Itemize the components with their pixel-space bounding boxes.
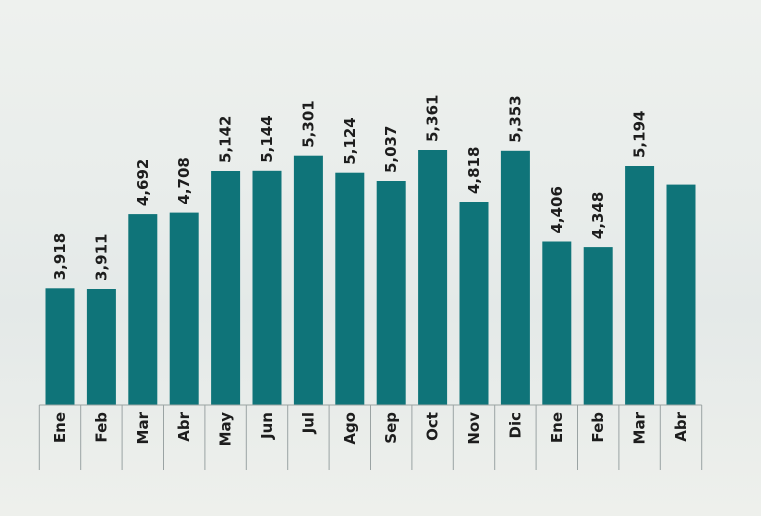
value-label-3: 4,708: [175, 157, 193, 204]
x-tick-label-13: Feb: [589, 412, 607, 443]
value-label-13: 4,348: [589, 192, 607, 239]
x-tick-label-5: Jun: [258, 412, 276, 440]
bar-15: [666, 184, 696, 405]
value-label-11: 5,353: [506, 95, 524, 142]
x-tick-label-0: Ene: [51, 412, 69, 443]
value-label-9: 5,361: [424, 95, 442, 142]
x-axis: [38, 404, 703, 470]
value-label-10: 4,818: [465, 147, 483, 194]
x-tick-labels-group: Ene Feb Mar Abr May Jun Jul Ago Sep Oct Nov Dic Ene F…: [51, 411, 690, 446]
x-tick-label-9: Oct: [424, 412, 442, 441]
bar-11: [500, 150, 530, 405]
value-label-1: 3,911: [92, 233, 110, 280]
x-tick-label-4: May: [217, 412, 235, 447]
bar-2: [128, 214, 158, 405]
x-tick-label-11: Dic: [506, 412, 524, 438]
x-tick-label-3: Abr: [175, 411, 193, 441]
bar-9: [418, 150, 448, 405]
x-tick-label-1: Feb: [92, 412, 110, 443]
value-label-5: 5,144: [258, 115, 276, 162]
x-tick-label-7: Ago: [341, 412, 359, 445]
bar-10: [459, 202, 489, 405]
value-labels-group: 3,918 3,911 4,692 4,708 5,142 5,144 5,301 5,124…: [51, 95, 649, 281]
x-tick-label-15: Abr: [672, 411, 690, 441]
bar-7: [335, 172, 365, 405]
bar-4: [211, 171, 241, 405]
x-tick-label-14: Mar: [631, 411, 649, 444]
bars-group: [45, 150, 696, 405]
value-label-2: 4,692: [134, 159, 152, 206]
value-label-6: 5,301: [299, 100, 317, 147]
value-label-12: 4,406: [548, 186, 566, 233]
x-tick-label-8: Sep: [382, 412, 400, 444]
bar-0: [45, 288, 75, 405]
value-label-4: 5,142: [217, 116, 235, 163]
bar-13: [583, 247, 613, 405]
x-tick-label-6: Jul: [299, 412, 317, 434]
bar-12: [542, 241, 572, 405]
value-label-14: 5,194: [631, 111, 649, 158]
x-tick-label-12: Ene: [548, 412, 566, 443]
bar-1: [86, 289, 116, 405]
value-label-0: 3,918: [51, 233, 69, 280]
x-tick-label-2: Mar: [134, 411, 152, 444]
bar-8: [376, 181, 406, 405]
bar-5: [252, 170, 282, 405]
x-tick-label-10: Nov: [465, 412, 483, 445]
bar-3: [169, 212, 199, 405]
value-label-8: 5,037: [382, 126, 400, 173]
bar-14: [625, 166, 655, 405]
bar-6: [293, 155, 323, 405]
value-label-7: 5,124: [341, 117, 359, 164]
